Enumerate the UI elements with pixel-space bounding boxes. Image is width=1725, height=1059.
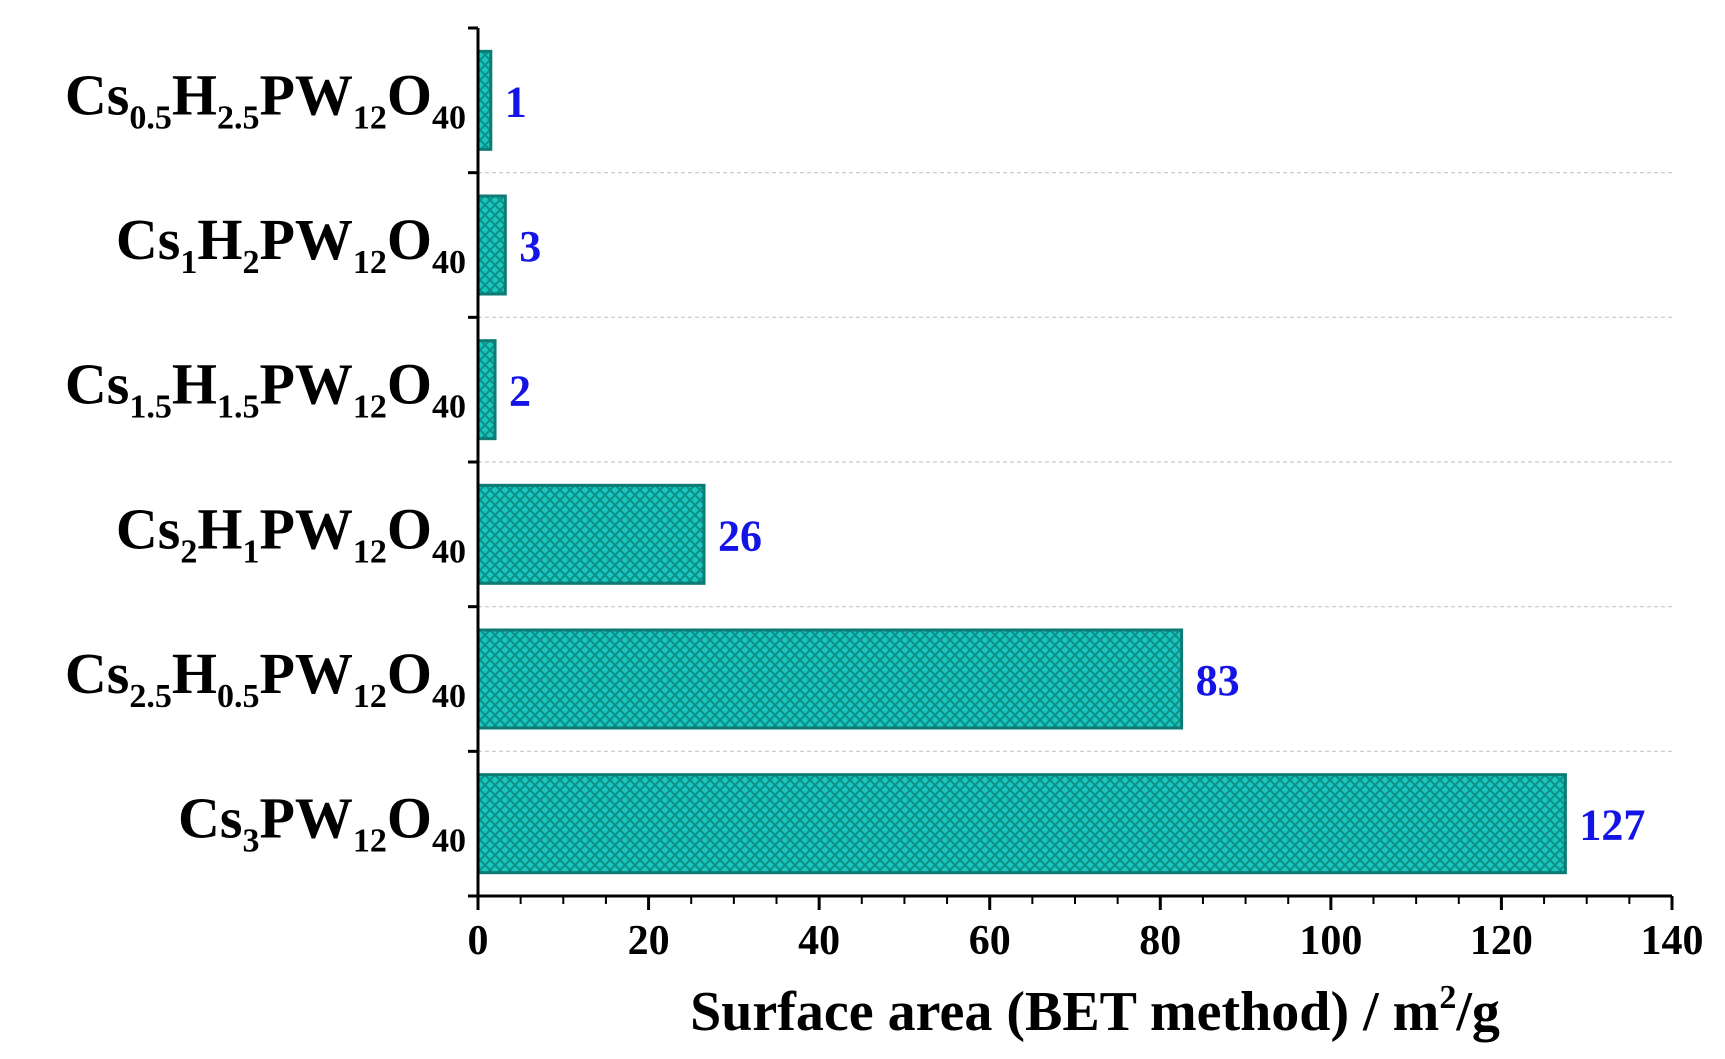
bar-cs1.5 [476,339,497,441]
labels-layer: 127 Cs3PW12O40 83 Cs2.5H0.5PW12O40 26 Cs2H1PW… [65,62,1704,1043]
data-label-cs2.5: 83 [1196,656,1240,705]
bar-cs1 [476,194,507,296]
category-label-cs2.5: Cs2.5H0.5PW12O40 [65,641,466,715]
bar-cs0.5 [476,49,493,151]
x-tick-label: 40 [798,918,840,964]
bar-cs3 [476,773,1567,875]
x-tick-label: 100 [1299,918,1362,964]
x-tick-label: 120 [1470,918,1533,964]
category-label-cs2: Cs2H1PW12O40 [116,496,466,570]
category-label-cs3: Cs3PW12O40 [178,786,466,860]
category-label-cs1.5: Cs1.5H1.5PW12O40 [65,352,466,426]
data-label-cs1.5: 2 [509,367,531,416]
x-tick-label: 0 [468,918,489,964]
data-label-cs1: 3 [519,222,541,271]
x-axis-label: Surface area (BET method) / m2/g [690,979,1500,1043]
bar-cs2 [476,483,706,585]
axes-layer [468,26,1674,910]
category-label-cs0.5: Cs0.5H2.5PW12O40 [65,62,466,136]
x-tick-label: 140 [1641,918,1704,964]
x-tick-label: 20 [628,918,670,964]
x-tick-label: 60 [969,918,1011,964]
x-tick-label: 80 [1139,918,1181,964]
category-label-cs1: Cs1H2PW12O40 [116,207,466,281]
data-label-cs2: 26 [718,511,762,560]
grid-layer [478,172,1672,752]
data-label-cs3: 127 [1579,801,1645,850]
bar-cs2.5 [476,628,1184,730]
data-label-cs0.5: 1 [505,77,527,126]
